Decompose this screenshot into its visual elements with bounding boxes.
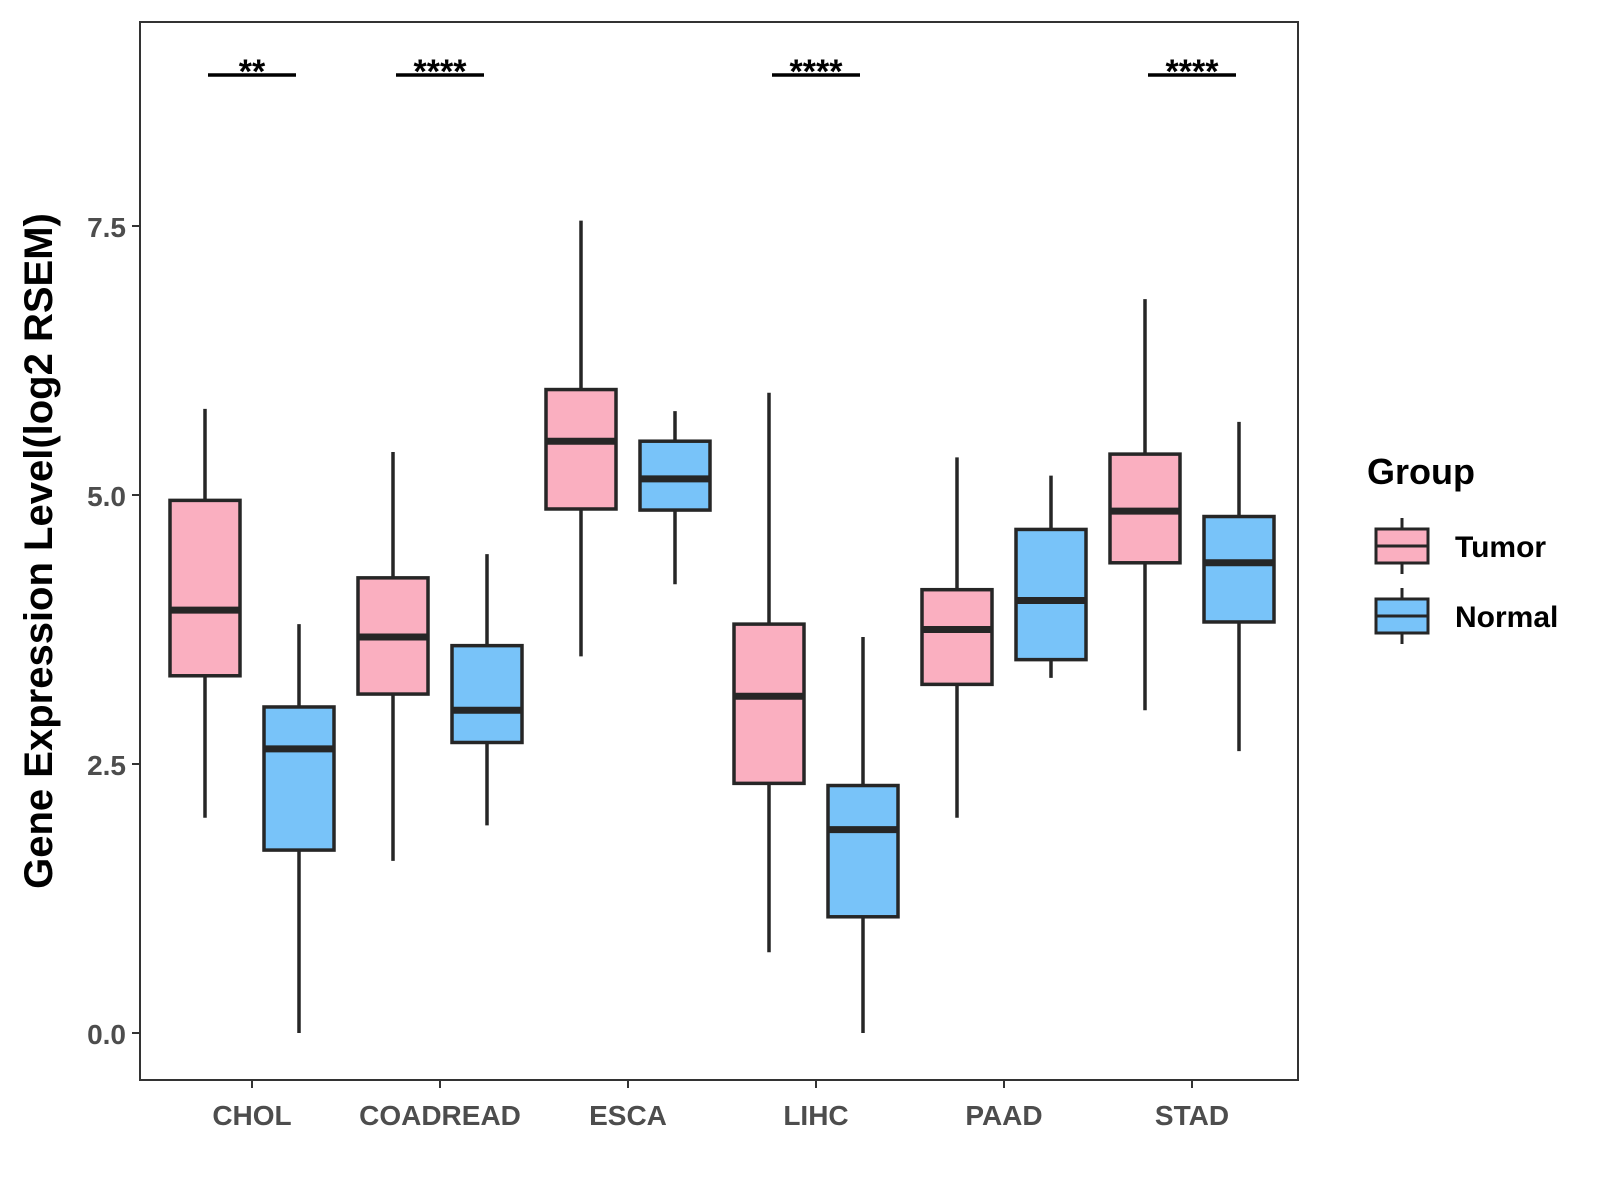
x-tick-label: PAAD (965, 1100, 1042, 1131)
box-body (262, 705, 336, 852)
box-body (732, 622, 806, 786)
box-normal-esca (638, 411, 712, 585)
legend-label: Normal (1455, 601, 1558, 634)
panel-border (139, 21, 1299, 1081)
box-body (450, 643, 524, 745)
box-normal-paad (1014, 475, 1088, 678)
box-body (920, 587, 994, 687)
box-tumor-coadread (356, 451, 430, 861)
box-body (1014, 527, 1088, 662)
x-tick-label: STAD (1155, 1100, 1229, 1131)
box-body (544, 387, 618, 511)
y-tick-label: 5.0 (87, 481, 126, 512)
x-tick-label: COADREAD (359, 1100, 521, 1131)
box-body (168, 498, 242, 678)
box-body (1202, 514, 1276, 624)
significance-label: **** (1166, 53, 1220, 91)
box-tumor-lihc (732, 392, 806, 953)
box-tumor-esca (544, 220, 618, 657)
box-layer (168, 220, 1276, 1033)
legend-label: Tumor (1455, 531, 1546, 564)
significance-stad: **** (1148, 53, 1236, 91)
y-tick-label: 2.5 (87, 750, 126, 781)
box-normal-lihc (826, 637, 900, 1033)
significance-label: ** (239, 53, 266, 91)
box-body (826, 783, 900, 919)
significance-label: **** (414, 53, 468, 91)
x-axis: CHOL COADREAD ESCA LIHC PAAD STAD (212, 1080, 1229, 1131)
box-normal-stad (1202, 421, 1276, 752)
box-tumor-paad (920, 457, 994, 818)
legend: Group Tumor Normal (1367, 451, 1558, 644)
legend-title: Group (1367, 451, 1475, 492)
significance-chol: ** (208, 53, 296, 91)
box-normal-chol (262, 624, 336, 1033)
y-tick-label: 0.0 (87, 1019, 126, 1050)
x-tick-label: ESCA (589, 1100, 667, 1131)
box-tumor-chol (168, 408, 242, 818)
significance-layer: ** **** **** **** (208, 53, 1236, 91)
significance-lihc: **** (772, 53, 860, 91)
legend-item-tumor: Tumor (1374, 518, 1546, 574)
y-axis: 0.0 2.5 5.0 7.5 (87, 212, 140, 1050)
box-tumor-stad (1108, 299, 1182, 711)
significance-coadread: **** (396, 53, 484, 91)
legend-item-normal: Normal (1374, 588, 1558, 644)
x-tick-label: LIHC (783, 1100, 848, 1131)
y-tick-label: 7.5 (87, 212, 126, 243)
x-tick-label: CHOL (212, 1100, 291, 1131)
box-normal-coadread (450, 554, 524, 826)
significance-label: **** (790, 53, 844, 91)
y-axis-title: Gene Expression Level(log2 RSEM) (17, 213, 61, 889)
